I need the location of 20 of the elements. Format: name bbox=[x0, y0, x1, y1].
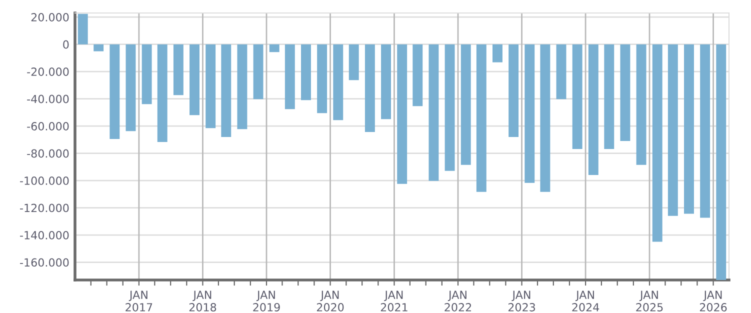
x-tick-label: JAN 2020 bbox=[316, 290, 344, 312]
y-tick-label: 20.000 bbox=[31, 13, 69, 22]
y-tick-label: -160.000 bbox=[20, 258, 69, 267]
y-tick-label: -140.000 bbox=[20, 231, 69, 240]
x-tick-label: JAN 2026 bbox=[700, 290, 727, 312]
x-tick-label: JAN 2018 bbox=[189, 290, 216, 312]
y-tick-label: -80.000 bbox=[27, 149, 69, 158]
x-tick-label: JAN 2017 bbox=[126, 290, 152, 312]
x-tick-label: JAN 2019 bbox=[253, 290, 280, 312]
x-tick-label: JAN 2021 bbox=[380, 290, 408, 312]
x-tick-label: JAN 2022 bbox=[444, 290, 472, 312]
y-tick-label: -40.000 bbox=[27, 94, 69, 104]
x-tick-label: JAN 2023 bbox=[508, 290, 536, 312]
y-tick-label: -60.000 bbox=[27, 122, 69, 130]
y-tick-label: -100.000 bbox=[20, 176, 69, 185]
x-tick-label: JAN 2024 bbox=[572, 290, 600, 312]
y-tick-label: -120.000 bbox=[20, 204, 69, 212]
x-tick-label: JAN 2025 bbox=[636, 290, 663, 312]
y-tick-label: -20.000 bbox=[27, 68, 69, 76]
y-tick-label: 0 bbox=[63, 40, 69, 49]
